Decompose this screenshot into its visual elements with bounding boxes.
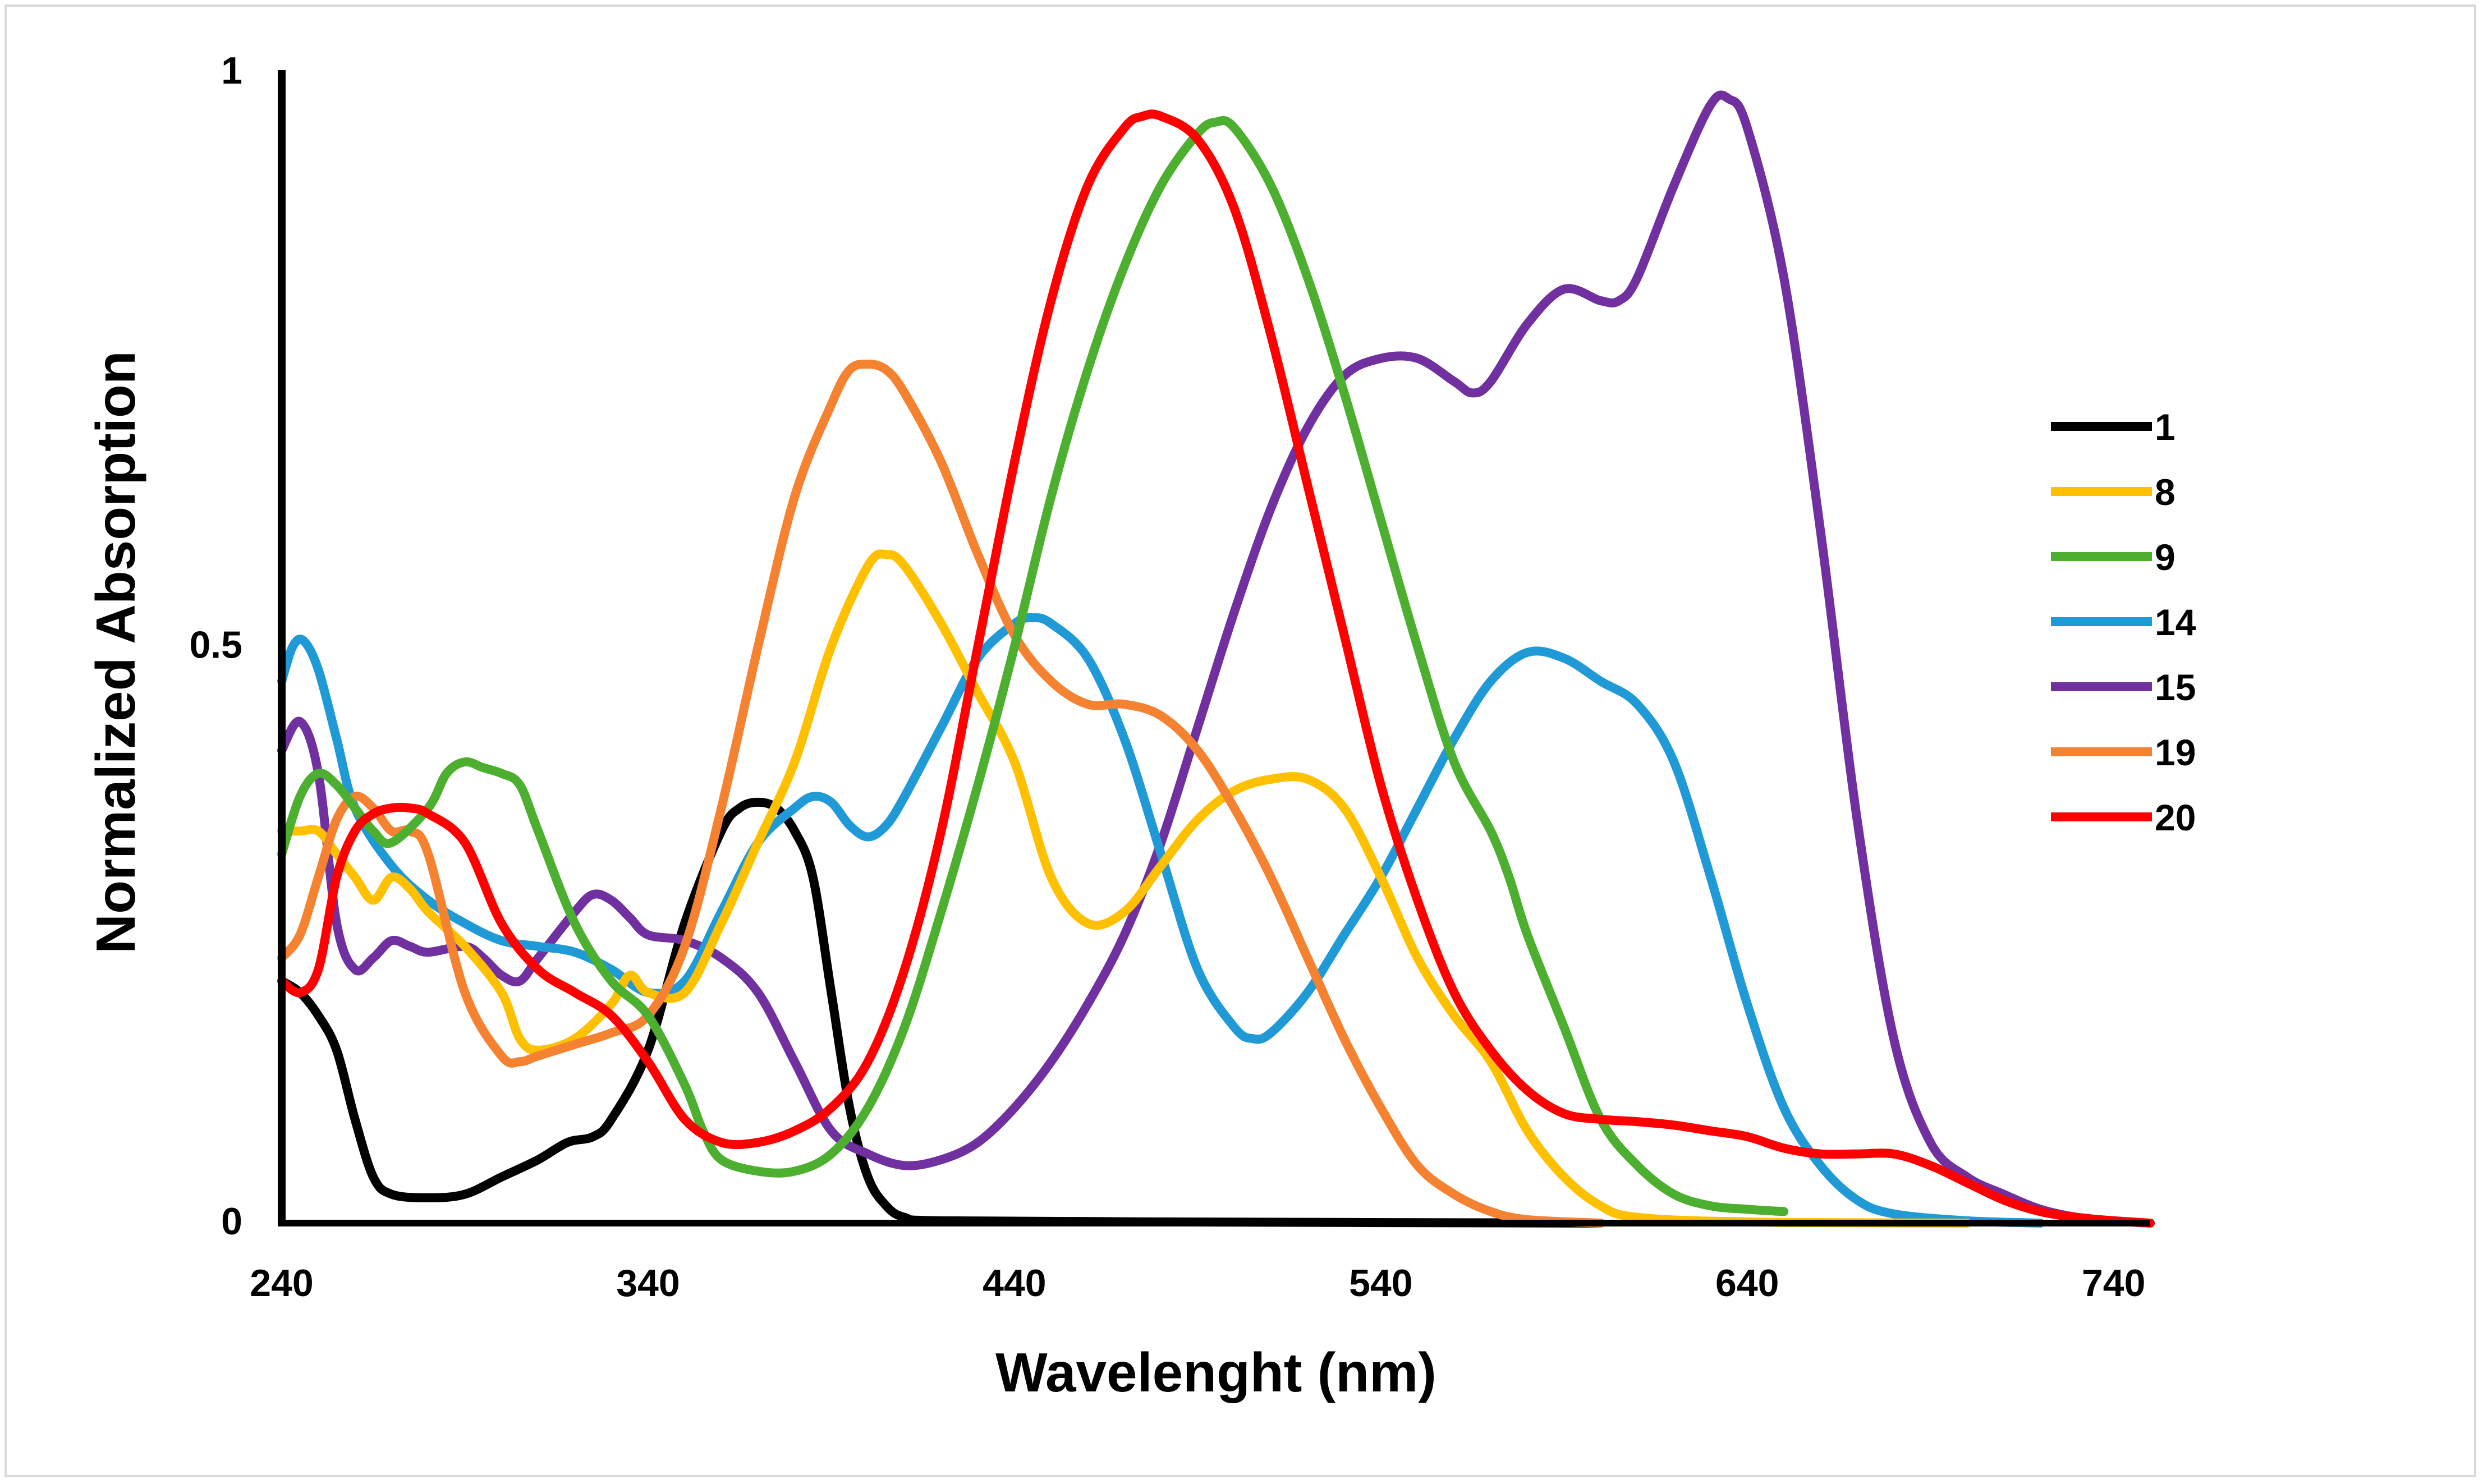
legend-label-14: 14 [2155, 601, 2196, 643]
legend-label-15: 15 [2155, 667, 2196, 708]
legend-label-9: 9 [2155, 536, 2176, 578]
series-line-9 [277, 116, 1789, 1216]
series-line-15 [277, 90, 2155, 1228]
x-tick-label: 640 [1715, 1262, 1779, 1304]
series-layer [277, 90, 2155, 1228]
chart-frame [4, 4, 2476, 1477]
x-tick-labels: 240 340 440 540 640 740 [250, 1262, 2145, 1304]
x-tick-label: 440 [983, 1262, 1046, 1304]
legend: 1 8 9 14 15 19 20 [2051, 406, 2196, 838]
legend-label-20: 20 [2155, 797, 2196, 838]
legend-label-19: 19 [2155, 732, 2196, 773]
x-tick-label: 340 [616, 1262, 680, 1304]
legend-label-1: 1 [2155, 406, 2176, 448]
legend-label-8: 8 [2155, 471, 2176, 513]
y-axis-title: Normalized Absorption [85, 351, 146, 953]
series-line-20 [277, 109, 2155, 1228]
x-tick-label: 740 [2082, 1262, 2145, 1304]
series-line-19 [277, 359, 1605, 1228]
y-tick-labels: 00.51 [189, 49, 242, 1243]
series-line-14 [277, 613, 2045, 1228]
x-axis-title: Wavelenght (nm) [995, 1341, 1436, 1403]
y-tick-label: 0 [221, 1200, 242, 1243]
series-line-8 [277, 549, 1972, 1228]
y-tick-label: 1 [221, 49, 242, 92]
x-tick-label: 540 [1349, 1262, 1412, 1304]
y-tick-label: 0.5 [189, 624, 242, 667]
x-tick-label: 240 [250, 1262, 313, 1304]
